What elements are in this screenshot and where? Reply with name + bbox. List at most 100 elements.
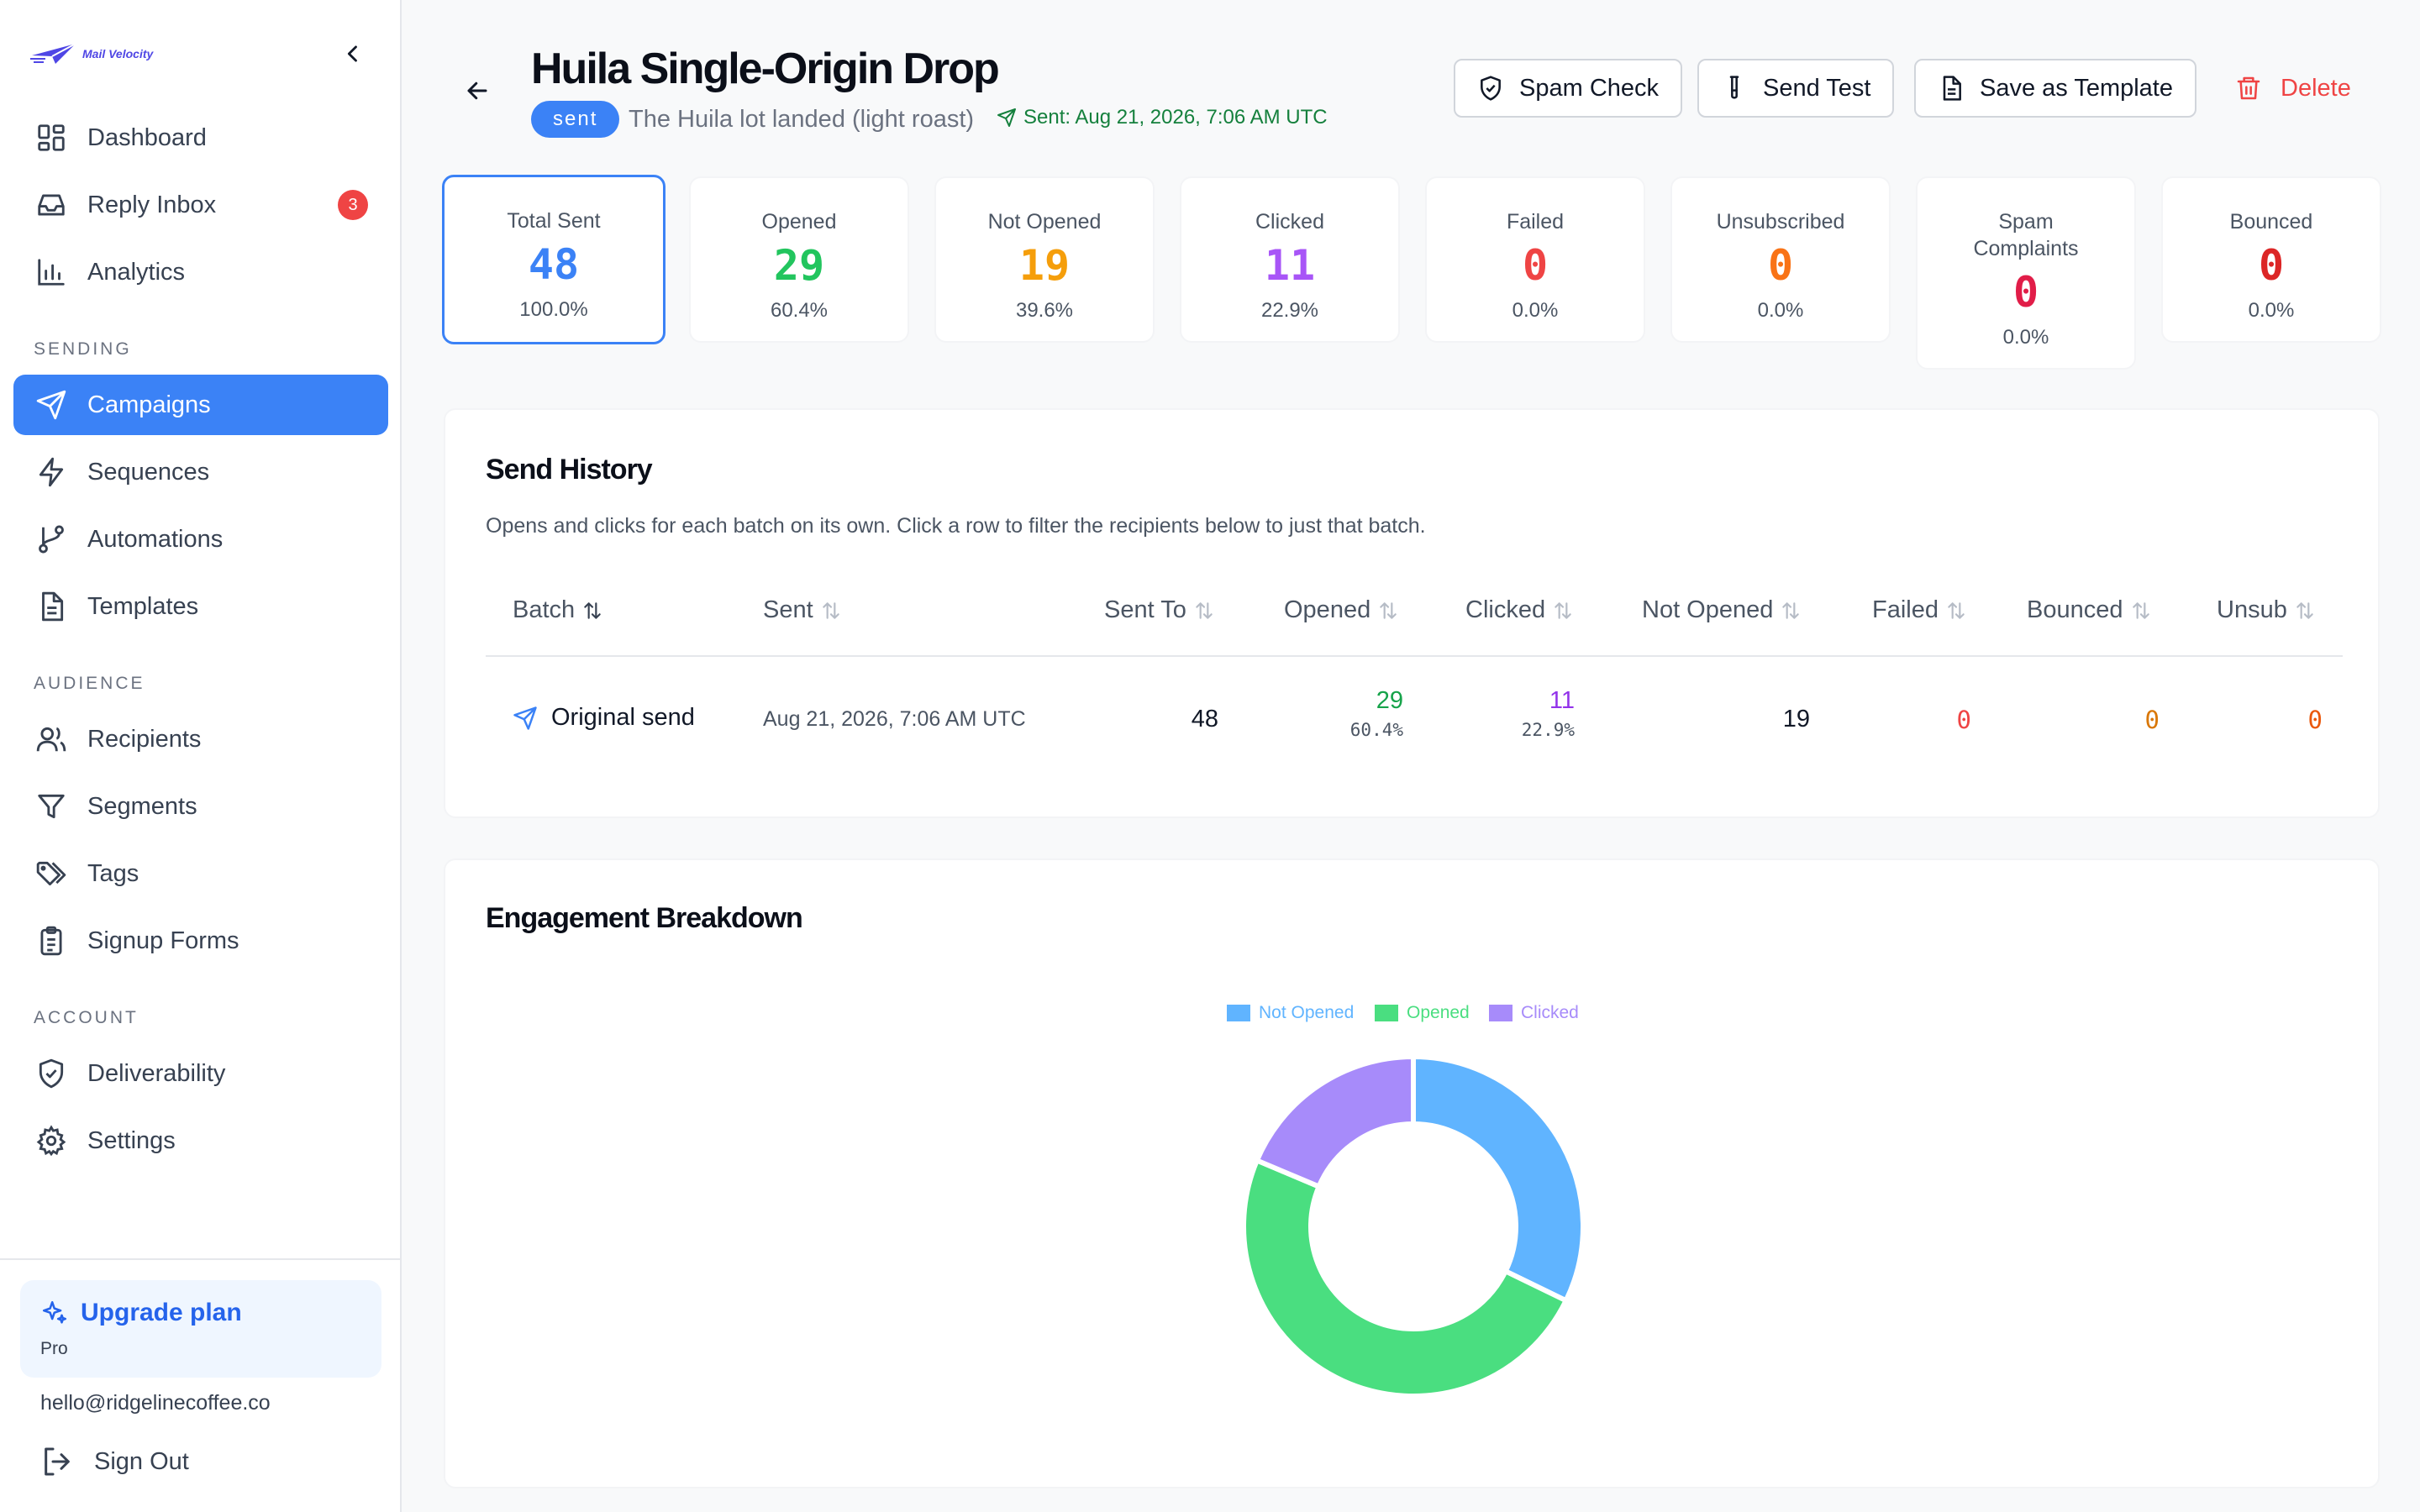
stat-label: Bounced [2229,210,2313,234]
clicked-count: 11 [1549,687,1575,714]
stat-card-spam-complaints[interactable]: Spam Complaints 0 0.0% [1916,176,2136,370]
sidebar-item-automations[interactable]: Automations [13,509,388,570]
sidebar-item-analytics[interactable]: Analytics [13,242,388,302]
sidebar-item-label: Deliverability [87,1059,226,1087]
inbox-icon [38,194,65,216]
stat-value: 0 [2258,241,2285,290]
delete-button[interactable]: Delete [2235,59,2351,118]
stat-value: 29 [773,241,825,290]
stat-value: 11 [1264,241,1316,290]
column-header-bounced[interactable]: Bounced [2027,596,2152,624]
sent-timestamp-text: Sent: Aug 21, 2026, 7:06 AM UTC [1023,106,1328,129]
stat-percent: 22.9% [1260,299,1319,322]
stat-value: 48 [528,240,580,289]
send-history-description: Opens and clicks for each batch on its o… [486,514,1426,538]
column-header-clicked[interactable]: Clicked [1465,596,1574,624]
sort-icon [2296,601,2313,619]
sidebar-item-sequences[interactable]: Sequences [13,442,388,502]
stat-label: Unsubscribed [1716,210,1845,234]
column-header-opened[interactable]: Opened [1284,596,1399,624]
save-as-template-button[interactable]: Save as Template [1914,59,2196,118]
campaign-subject: The Huila lot landed (light roast) [629,106,975,133]
legend-item-opened[interactable]: Opened [1375,1003,1470,1023]
legend-item-not-opened[interactable]: Not Opened [1227,1003,1354,1023]
lightning-icon [39,457,64,487]
sidebar-item-label: Sequences [87,458,210,486]
sidebar-item-recipients[interactable]: Recipients [13,709,388,769]
sidebar-item-label: Templates [87,592,199,620]
donut-slice-clicked[interactable] [1253,1053,1416,1190]
clicked-cell: 11 22.9% [1457,687,1575,740]
stat-percent: 0.0% [2248,299,2295,322]
stat-percent: 0.0% [1757,299,1804,322]
sort-icon [1948,601,1965,619]
stat-card-opened[interactable]: Opened 29 60.4% [689,176,909,343]
sort-icon [822,601,839,619]
sidebar-item-campaigns[interactable]: Campaigns [13,375,388,435]
back-button[interactable] [459,72,496,109]
sidebar-item-segments[interactable]: Segments [13,776,388,837]
sidebar-item-label: Reply Inbox [87,191,217,218]
sent-to-cell: 48 [1191,706,1218,732]
donut-slice-not-opened[interactable] [1411,1053,1586,1305]
stat-card-clicked[interactable]: Clicked 11 22.9% [1180,176,1400,343]
page-title: Huila Single-Origin Drop [531,45,1000,93]
stat-label: Spam Complaints [1973,210,2079,260]
sidebar-item-tags[interactable]: Tags [13,843,388,904]
delete-label: Delete [2281,74,2351,102]
stat-value: 0 [1767,241,1794,290]
column-header-batch[interactable]: Batch [513,596,603,624]
sidebar-item-reply-inbox[interactable]: Reply Inbox 3 [13,175,388,235]
shield-check-icon [1481,76,1501,101]
stat-card-not-opened[interactable]: Not Opened 19 39.6% [934,176,1155,343]
document-icon [1943,76,1961,101]
logo-text: Mail Velocity [82,47,154,60]
column-header-label: Not Opened [1642,596,1774,623]
stat-card-unsubscribed[interactable]: Unsubscribed 0 0.0% [1670,176,1891,343]
sent-cell: Aug 21, 2026, 7:06 AM UTC [763,707,1026,731]
legend-item-clicked[interactable]: Clicked [1489,1003,1579,1023]
send-history-panel: Send History Opens and clicks for each b… [444,408,2380,818]
sidebar-item-dashboard[interactable]: Dashboard [13,108,388,168]
sort-icon [1380,601,1397,619]
column-header-sent-to[interactable]: Sent To [1104,596,1215,624]
save-as-template-label: Save as Template [1980,74,2173,102]
column-header-failed[interactable]: Failed [1872,596,1967,624]
sidebar-item-templates[interactable]: Templates [13,576,388,637]
column-header-label: Batch [513,596,576,623]
legend-label: Clicked [1521,1003,1579,1022]
sidebar-item-settings[interactable]: Settings [13,1110,388,1171]
app-logo[interactable]: Mail Velocity [30,37,153,71]
legend-label: Opened [1407,1003,1470,1022]
send-icon [36,390,66,420]
column-header-label: Sent To [1104,596,1186,623]
spam-check-button[interactable]: Spam Check [1454,59,1683,118]
sidebar-item-label: Dashboard [87,123,207,151]
upgrade-plan-card[interactable]: Upgrade plan Pro [20,1280,381,1378]
donut-slice-opened[interactable] [1241,1157,1570,1399]
upgrade-plan-label: Upgrade plan [81,1299,242,1326]
column-header-sent[interactable]: Sent [763,596,842,624]
sidebar-item-label: Segments [87,792,197,820]
column-header-not-opened[interactable]: Not Opened [1642,596,1802,624]
send-test-button[interactable]: Send Test [1697,59,1895,118]
stat-label: Clicked [1255,210,1324,234]
sign-out-button[interactable]: Sign Out [40,1440,189,1483]
chevron-left-icon [347,45,357,62]
sidebar-item-deliverability[interactable]: Deliverability [13,1043,388,1104]
column-header-unsub[interactable]: Unsub [2217,596,2316,624]
sidebar-item-signup-forms[interactable]: Signup Forms [13,911,388,971]
send-icon [997,108,1016,127]
stat-card-bounced[interactable]: Bounced 0 0.0% [2161,176,2381,343]
not-opened-cell: 19 [1782,706,1810,732]
stat-card-total-sent[interactable]: Total Sent 48 100.0% [442,175,666,344]
trash-icon [2237,76,2260,100]
column-header-label: Unsub [2217,596,2287,623]
collapse-sidebar-button[interactable] [336,37,370,71]
stat-card-failed[interactable]: Failed 0 0.0% [1425,176,1645,343]
bounced-cell: 0 [2144,706,2160,734]
current-plan: Pro [40,1339,68,1358]
users-icon [36,727,66,752]
column-header-label: Bounced [2027,596,2123,623]
batch-cell: Original send [513,704,695,732]
